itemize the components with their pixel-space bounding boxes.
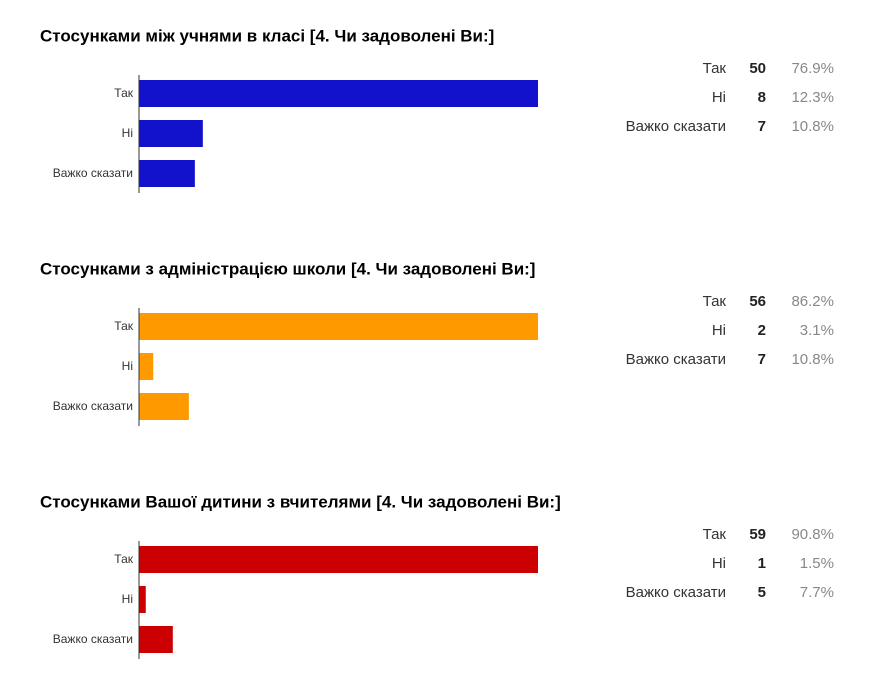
category-label: Важко сказати — [53, 399, 133, 413]
table-label: Так — [703, 60, 727, 77]
table-count: 2 — [758, 322, 766, 339]
table-percent: 90.8% — [791, 526, 834, 543]
table-percent: 3.1% — [800, 322, 834, 339]
table-label: Важко сказати — [626, 584, 726, 601]
table-count: 59 — [749, 526, 766, 543]
bar — [139, 393, 189, 420]
table-percent: 86.2% — [791, 293, 834, 310]
table-count: 8 — [758, 89, 766, 106]
table-count: 1 — [758, 555, 766, 572]
category-label: Ні — [122, 592, 133, 606]
table-count: 7 — [758, 351, 766, 368]
table-count: 7 — [758, 118, 766, 135]
category-label: Так — [114, 86, 133, 100]
table-label: Ні — [712, 555, 726, 572]
category-label: Важко сказати — [53, 166, 133, 180]
bar — [139, 160, 195, 187]
chart-title: Стосунками між учнями в класі [4. Чи зад… — [40, 26, 494, 45]
table-label: Важко сказати — [626, 118, 726, 135]
table-label: Так — [703, 526, 727, 543]
table-label: Так — [703, 293, 727, 310]
bar — [139, 626, 173, 653]
table-percent: 76.9% — [791, 60, 834, 77]
category-label: Ні — [122, 359, 133, 373]
chart-title: Стосунками Вашої дитини з вчителями [4. … — [40, 492, 561, 511]
bar — [139, 313, 538, 340]
table-percent: 12.3% — [791, 89, 834, 106]
bar — [139, 546, 538, 573]
table-percent: 10.8% — [791, 118, 834, 135]
table-count: 50 — [749, 60, 766, 77]
category-label: Так — [114, 319, 133, 333]
table-label: Важко сказати — [626, 351, 726, 368]
table-percent: 1.5% — [800, 555, 834, 572]
bar — [139, 353, 154, 380]
table-label: Ні — [712, 322, 726, 339]
category-label: Важко сказати — [53, 632, 133, 646]
table-count: 5 — [758, 584, 766, 601]
bar — [139, 80, 538, 107]
chart-title: Стосунками з адміністрацією школи [4. Чи… — [40, 259, 535, 278]
category-label: Так — [114, 552, 133, 566]
table-percent: 7.7% — [800, 584, 834, 601]
table-percent: 10.8% — [791, 351, 834, 368]
table-count: 56 — [749, 293, 766, 310]
category-label: Ні — [122, 126, 133, 140]
bar — [139, 120, 203, 147]
bar — [139, 586, 146, 613]
table-label: Ні — [712, 89, 726, 106]
